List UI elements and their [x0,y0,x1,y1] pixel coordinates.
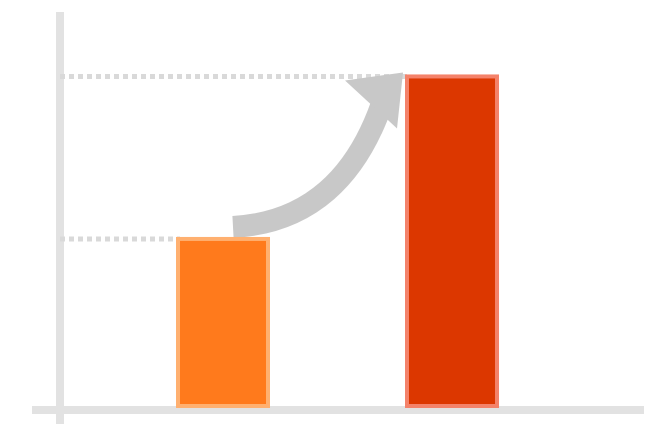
bar [405,74,499,409]
increase-arrow-shaft [232,91,396,238]
bar [176,236,270,408]
increase-arrow-head [345,72,403,129]
